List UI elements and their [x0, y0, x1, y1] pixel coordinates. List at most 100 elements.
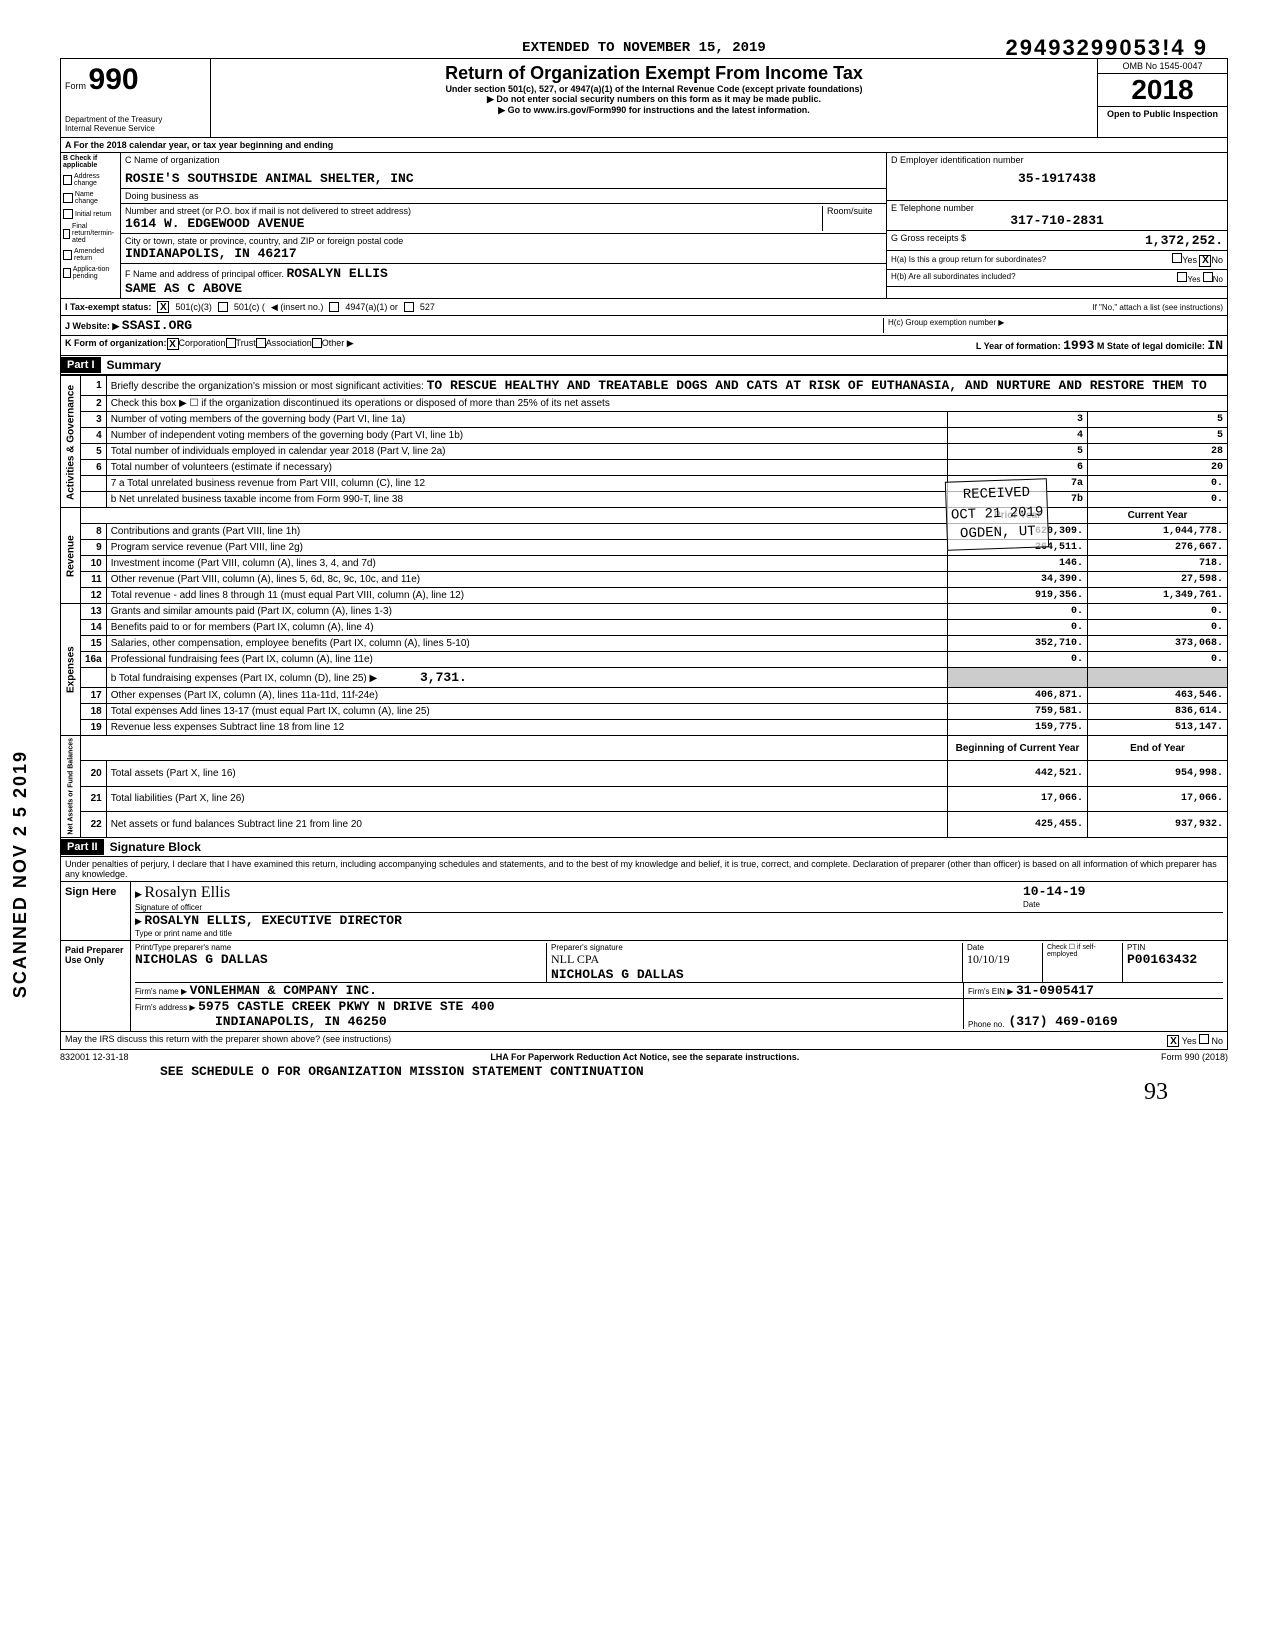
- summary-table: Activities & Governance 1 Briefly descri…: [60, 375, 1228, 838]
- perjury-statement: Under penalties of perjury, I declare th…: [60, 857, 1228, 882]
- cb-final-return[interactable]: Final return/termin-ated: [63, 223, 118, 244]
- cb-4947[interactable]: [329, 302, 339, 312]
- m-label: M State of legal domicile:: [1097, 341, 1205, 351]
- table-row: Revenue Prior Year Current Year: [61, 508, 1228, 524]
- firm-phone: (317) 469-0169: [1008, 1014, 1117, 1029]
- room-suite-label: Room/suite: [822, 206, 882, 231]
- opt-501c3: 501(c)(3): [175, 302, 212, 312]
- cb-address-change[interactable]: Address change: [63, 173, 118, 187]
- part1-badge: Part I: [61, 357, 101, 373]
- i-label: I Tax-exempt status:: [65, 302, 151, 312]
- table-row: 19Revenue less expenses Subtract line 18…: [61, 720, 1228, 736]
- table-row: 16aProfessional fundraising fees (Part I…: [61, 652, 1228, 668]
- table-row: 22Net assets or fund balances Subtract l…: [61, 812, 1228, 837]
- cb-irs-no[interactable]: [1199, 1034, 1209, 1044]
- may-irs-row: May the IRS discuss this return with the…: [60, 1032, 1228, 1051]
- line4-box: 4: [948, 428, 1088, 444]
- m-state: IN: [1207, 338, 1223, 353]
- city-state-zip: INDIANAPOLIS, IN 46217: [125, 246, 882, 261]
- form-title: Return of Organization Exempt From Incom…: [215, 63, 1093, 84]
- table-row: 11Other revenue (Part VIII, column (A), …: [61, 572, 1228, 588]
- ein: 35-1917438: [891, 171, 1223, 186]
- cb-other[interactable]: [312, 338, 322, 348]
- received-stamp: RECEIVED OCT 21 2019 OGDEN, UT: [944, 478, 1049, 550]
- table-row: 5 Total number of individuals employed i…: [61, 444, 1228, 460]
- g-label: G Gross receipts $: [891, 233, 966, 248]
- org-name: ROSIE'S SOUTHSIDE ANIMAL SHELTER, INC: [125, 171, 882, 186]
- website-url: SSASI.ORG: [122, 318, 192, 333]
- footer-see-schedule: SEE SCHEDULE O FOR ORGANIZATION MISSION …: [160, 1064, 1228, 1079]
- table-row: Activities & Governance 1 Briefly descri…: [61, 376, 1228, 396]
- self-employed-check: Check ☐ if self-employed: [1043, 943, 1123, 982]
- officer-print-name: ROSALYN ELLIS, EXECUTIVE DIRECTOR: [144, 913, 401, 928]
- firm-phone-label: Phone no.: [968, 1020, 1004, 1029]
- line7b-val: 0.: [1088, 492, 1228, 508]
- line7a-desc: 7 a Total unrelated business revenue fro…: [106, 476, 947, 492]
- cb-527[interactable]: [404, 302, 414, 312]
- part2-title: Signature Block: [104, 838, 207, 856]
- line16b-val: 3,731.: [420, 670, 467, 685]
- table-row: 6 Total number of volunteers (estimate i…: [61, 460, 1228, 476]
- part1-header-row: Part I Summary: [60, 356, 1228, 375]
- firm-name: VONLEHMAN & COMPANY INC.: [190, 983, 377, 998]
- table-row: 15Salaries, other compensation, employee…: [61, 636, 1228, 652]
- cb-amended[interactable]: Amended return: [63, 248, 118, 262]
- cb-corporation[interactable]: X: [167, 338, 179, 350]
- form-prefix: Form: [65, 81, 86, 91]
- k-corp: Corporation: [179, 338, 226, 353]
- header-sub2: ▶ Do not enter social security numbers o…: [215, 94, 1093, 105]
- footer-code: 832001 12-31-18: [60, 1052, 129, 1062]
- line7a-val: 0.: [1088, 476, 1228, 492]
- line5-val: 28: [1088, 444, 1228, 460]
- cb-501c3[interactable]: X: [157, 301, 169, 313]
- row-a-tax-year: A For the 2018 calendar year, or tax yea…: [60, 138, 1228, 153]
- column-c-org-info: C Name of organization ROSIE'S SOUTHSIDE…: [121, 153, 887, 298]
- table-row: b Net unrelated business taxable income …: [61, 492, 1228, 508]
- cb-501c[interactable]: [218, 302, 228, 312]
- form-990-page: 29493299053!4 9 SCANNED NOV 2 5 2019 EXT…: [0, 0, 1288, 1146]
- omb-number: OMB No 1545-0047: [1098, 59, 1227, 74]
- form-header: Form 990 Department of the Treasury Inte…: [60, 58, 1228, 138]
- header-right: OMB No 1545-0047 2018 Open to Public Ins…: [1097, 59, 1227, 137]
- header-center: Return of Organization Exempt From Incom…: [211, 59, 1097, 137]
- cb-trust[interactable]: [226, 338, 236, 348]
- scanned-stamp: SCANNED NOV 2 5 2019: [10, 750, 31, 998]
- cb-application[interactable]: Applica-tion pending: [63, 266, 118, 280]
- k-label: K Form of organization:: [65, 338, 167, 353]
- may-irs-text: May the IRS discuss this return with the…: [65, 1034, 391, 1048]
- l-year: 1993: [1063, 338, 1094, 353]
- part2-badge: Part II: [61, 839, 104, 855]
- if-no-attach: If "No," attach a list (see instructions…: [1092, 303, 1223, 312]
- cb-irs-yes[interactable]: X: [1167, 1035, 1179, 1047]
- line6-box: 6: [948, 460, 1088, 476]
- b-label: B Check if applicable: [63, 155, 118, 169]
- cb-assoc[interactable]: [256, 338, 266, 348]
- end-year-header: End of Year: [1088, 736, 1228, 761]
- line16b-desc: b Total fundraising expenses (Part IX, c…: [111, 673, 378, 684]
- preparer-sig-name: NICHOLAS G DALLAS: [551, 967, 958, 982]
- firm-address: 5975 CASTLE CREEK PKWY N DRIVE STE 400: [198, 999, 494, 1014]
- table-row: 3 Number of voting members of the govern…: [61, 412, 1228, 428]
- line5-box: 5: [948, 444, 1088, 460]
- irs-yes: Yes: [1182, 1036, 1197, 1046]
- opt-501c: 501(c) (: [234, 302, 265, 312]
- firm-addr-label: Firm's address ▶: [135, 1003, 196, 1012]
- cb-initial-return[interactable]: Initial return: [63, 209, 118, 219]
- firm-city: INDIANAPOLIS, IN 46250: [215, 1014, 963, 1029]
- addr-label: Number and street (or P.O. box if mail i…: [125, 206, 822, 216]
- line7b-desc: b Net unrelated business taxable income …: [106, 492, 947, 508]
- line6-desc: Total number of volunteers (estimate if …: [106, 460, 947, 476]
- preparer-name: NICHOLAS G DALLAS: [135, 952, 542, 967]
- phone: 317-710-2831: [891, 213, 1223, 228]
- footer-form: Form 990 (2018): [1161, 1052, 1228, 1062]
- footer-lha: LHA For Paperwork Reduction Act Notice, …: [490, 1052, 799, 1062]
- ha-no: No: [1211, 255, 1223, 265]
- table-row: 18Total expenses Add lines 13-17 (must e…: [61, 704, 1228, 720]
- opt-4947: 4947(a)(1) or: [345, 302, 398, 312]
- opt-527: 527: [420, 302, 435, 312]
- website-row: J Website: ▶ SSASI.ORG H(c) Group exempt…: [60, 316, 1228, 336]
- cb-name-change[interactable]: Name change: [63, 191, 118, 205]
- street-address: 1614 W. EDGEWOOD AVENUE: [125, 216, 822, 231]
- firm-ein-label: Firm's EIN ▶: [968, 987, 1013, 996]
- table-row: Net Assets or Fund Balances Beginning of…: [61, 736, 1228, 761]
